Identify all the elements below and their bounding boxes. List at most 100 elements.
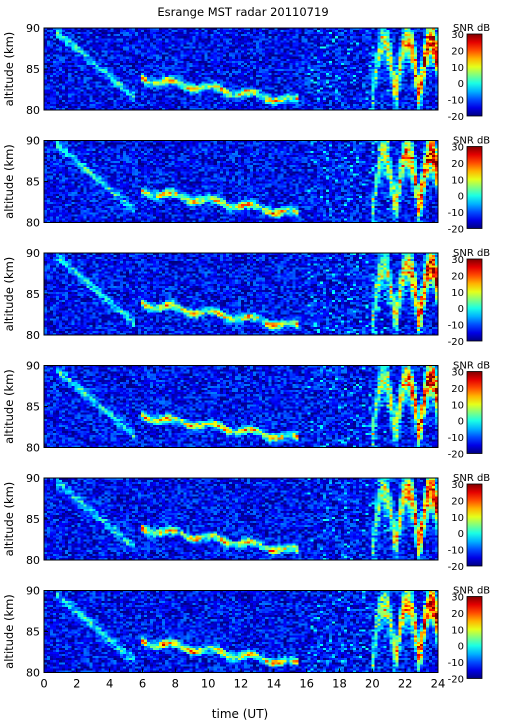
panel-2-ytick-label-1: 85 bbox=[26, 176, 40, 189]
panel-1-colorbar-tick-3: 0 bbox=[458, 79, 464, 90]
panel-4-colorbar-tick-3: 0 bbox=[458, 417, 464, 428]
x-axis-label: time (UT) bbox=[212, 707, 268, 721]
panel-4-colorbar-label: SNR dB bbox=[453, 361, 490, 372]
panel-2-colorbar-tick-3: 0 bbox=[458, 192, 464, 203]
panel-5-snr-heatmap bbox=[44, 478, 438, 560]
panel-6-colorbar-label: SNR dB bbox=[453, 586, 490, 597]
figure-title: Esrange MST radar 20110719 bbox=[157, 5, 328, 19]
panel-6-colorbar-tick-1: 20 bbox=[451, 609, 464, 620]
panel-4-ytick-label-2: 90 bbox=[26, 360, 40, 373]
panel-6-xtick-label-11: 22 bbox=[398, 677, 413, 691]
panel-6-xtick-label-0: 0 bbox=[40, 677, 47, 691]
panel-1-colorbar-tick-2: 10 bbox=[451, 63, 464, 74]
panel-4-ytick-label-0: 80 bbox=[26, 442, 40, 455]
panel-6-ylabel: altitude (km) bbox=[2, 594, 16, 669]
panel-1-ylabel: altitude (km) bbox=[2, 32, 16, 107]
panel-6-colorbar-tick-0: 30 bbox=[451, 593, 464, 604]
panel-3-snr-heatmap bbox=[44, 253, 438, 335]
panel-2-colorbar-tick-1: 20 bbox=[451, 159, 464, 170]
panel-6-ytick-label-1: 85 bbox=[26, 626, 40, 639]
panel-1-colorbar-tick-1: 20 bbox=[451, 46, 464, 57]
panel-5-colorbar-label: SNR dB bbox=[453, 473, 490, 484]
panel-1-snr-heatmap bbox=[44, 28, 438, 110]
panel-6-colorbar-tick-4: -10 bbox=[448, 658, 464, 669]
panel-1-colorbar-tick-5: -20 bbox=[448, 112, 464, 123]
panel-5-colorbar-tick-1: 20 bbox=[451, 496, 464, 507]
panel-3-colorbar-tick-0: 30 bbox=[451, 255, 464, 266]
panel-2-colorbar-tick-4: -10 bbox=[448, 208, 464, 219]
panel-4-ytick-label-1: 85 bbox=[26, 401, 40, 414]
panel-5-colorbar-tick-3: 0 bbox=[458, 529, 464, 540]
panel-2-snr-heatmap bbox=[44, 140, 438, 223]
panel-2-colorbar-tick-2: 10 bbox=[451, 175, 464, 186]
panel-2-colorbar-label: SNR dB bbox=[453, 136, 490, 147]
panel-1-ytick-label-0: 80 bbox=[26, 104, 40, 117]
panel-6-colorbar-tick-2: 10 bbox=[451, 625, 464, 636]
panel-5-colorbar-tick-5: -20 bbox=[448, 562, 464, 573]
panel-6-xtick-label-9: 18 bbox=[332, 677, 347, 691]
panel-6-xtick-label-2: 4 bbox=[106, 677, 113, 691]
panel-4-colorbar-tick-5: -20 bbox=[448, 450, 464, 461]
panel-6-xtick-label-8: 16 bbox=[299, 677, 314, 691]
panel-1-colorbar-label: SNR dB bbox=[453, 23, 490, 34]
panel-6-colorbar bbox=[466, 596, 483, 679]
panel-2-ytick-label-2: 90 bbox=[26, 135, 40, 148]
panel-3-ytick-label-2: 90 bbox=[26, 247, 40, 260]
panel-3-colorbar-label: SNR dB bbox=[453, 248, 490, 259]
panel-3-ytick-label-1: 85 bbox=[26, 288, 40, 301]
panel-4-colorbar-tick-1: 20 bbox=[451, 384, 464, 395]
panel-4-snr-heatmap bbox=[44, 365, 438, 448]
panel-1-colorbar bbox=[466, 33, 483, 117]
panel-6-ytick-label-2: 90 bbox=[26, 585, 40, 598]
panel-3-colorbar bbox=[466, 258, 483, 342]
panel-3-colorbar-tick-1: 20 bbox=[451, 271, 464, 282]
panel-6-colorbar-tick-5: -20 bbox=[448, 675, 464, 686]
panel-6-ytick-label-0: 80 bbox=[26, 667, 40, 680]
panel-5-ytick-label-0: 80 bbox=[26, 554, 40, 567]
panel-5-ytick-label-1: 85 bbox=[26, 513, 40, 526]
panel-6-xtick-label-3: 6 bbox=[139, 677, 146, 691]
panel-6-xtick-label-6: 12 bbox=[234, 677, 249, 691]
panel-5-colorbar-tick-4: -10 bbox=[448, 546, 464, 557]
panel-3-colorbar-tick-3: 0 bbox=[458, 304, 464, 315]
panel-5-colorbar bbox=[466, 483, 483, 567]
panel-3-colorbar-tick-5: -20 bbox=[448, 337, 464, 348]
panel-2-ytick-label-0: 80 bbox=[26, 217, 40, 230]
panel-5-ylabel: altitude (km) bbox=[2, 482, 16, 557]
panel-4-colorbar-tick-2: 10 bbox=[451, 400, 464, 411]
panel-2-ylabel: altitude (km) bbox=[2, 144, 16, 219]
panel-4-colorbar-tick-0: 30 bbox=[451, 368, 464, 379]
panel-6-colorbar-tick-3: 0 bbox=[458, 642, 464, 653]
panel-1-ytick-label-2: 90 bbox=[26, 22, 40, 35]
panel-2-colorbar-tick-0: 30 bbox=[451, 143, 464, 154]
panel-3-colorbar-tick-4: -10 bbox=[448, 321, 464, 332]
panel-6-xtick-label-10: 20 bbox=[365, 677, 380, 691]
panel-5-colorbar-tick-2: 10 bbox=[451, 513, 464, 524]
panel-4-ylabel: altitude (km) bbox=[2, 369, 16, 444]
panel-5-colorbar-tick-0: 30 bbox=[451, 480, 464, 491]
panel-6-xtick-label-5: 10 bbox=[201, 677, 216, 691]
panel-3-ytick-label-0: 80 bbox=[26, 329, 40, 342]
panel-6-xtick-label-1: 2 bbox=[73, 677, 80, 691]
panel-4-colorbar-tick-4: -10 bbox=[448, 433, 464, 444]
panel-3-ylabel: altitude (km) bbox=[2, 257, 16, 332]
panel-3-colorbar-tick-2: 10 bbox=[451, 288, 464, 299]
panel-6-xtick-label-12: 24 bbox=[431, 677, 446, 691]
panel-4-colorbar bbox=[466, 371, 483, 454]
panel-6-xtick-label-4: 8 bbox=[172, 677, 179, 691]
panel-6-xtick-label-7: 14 bbox=[267, 677, 282, 691]
panel-1-ytick-label-1: 85 bbox=[26, 63, 40, 76]
panel-2-colorbar bbox=[466, 146, 483, 229]
panel-5-ytick-label-2: 90 bbox=[26, 472, 40, 485]
panel-1-colorbar-tick-4: -10 bbox=[448, 96, 464, 107]
panel-1-colorbar-tick-0: 30 bbox=[451, 30, 464, 41]
panel-6-snr-heatmap bbox=[44, 590, 438, 673]
panel-2-colorbar-tick-5: -20 bbox=[448, 225, 464, 236]
